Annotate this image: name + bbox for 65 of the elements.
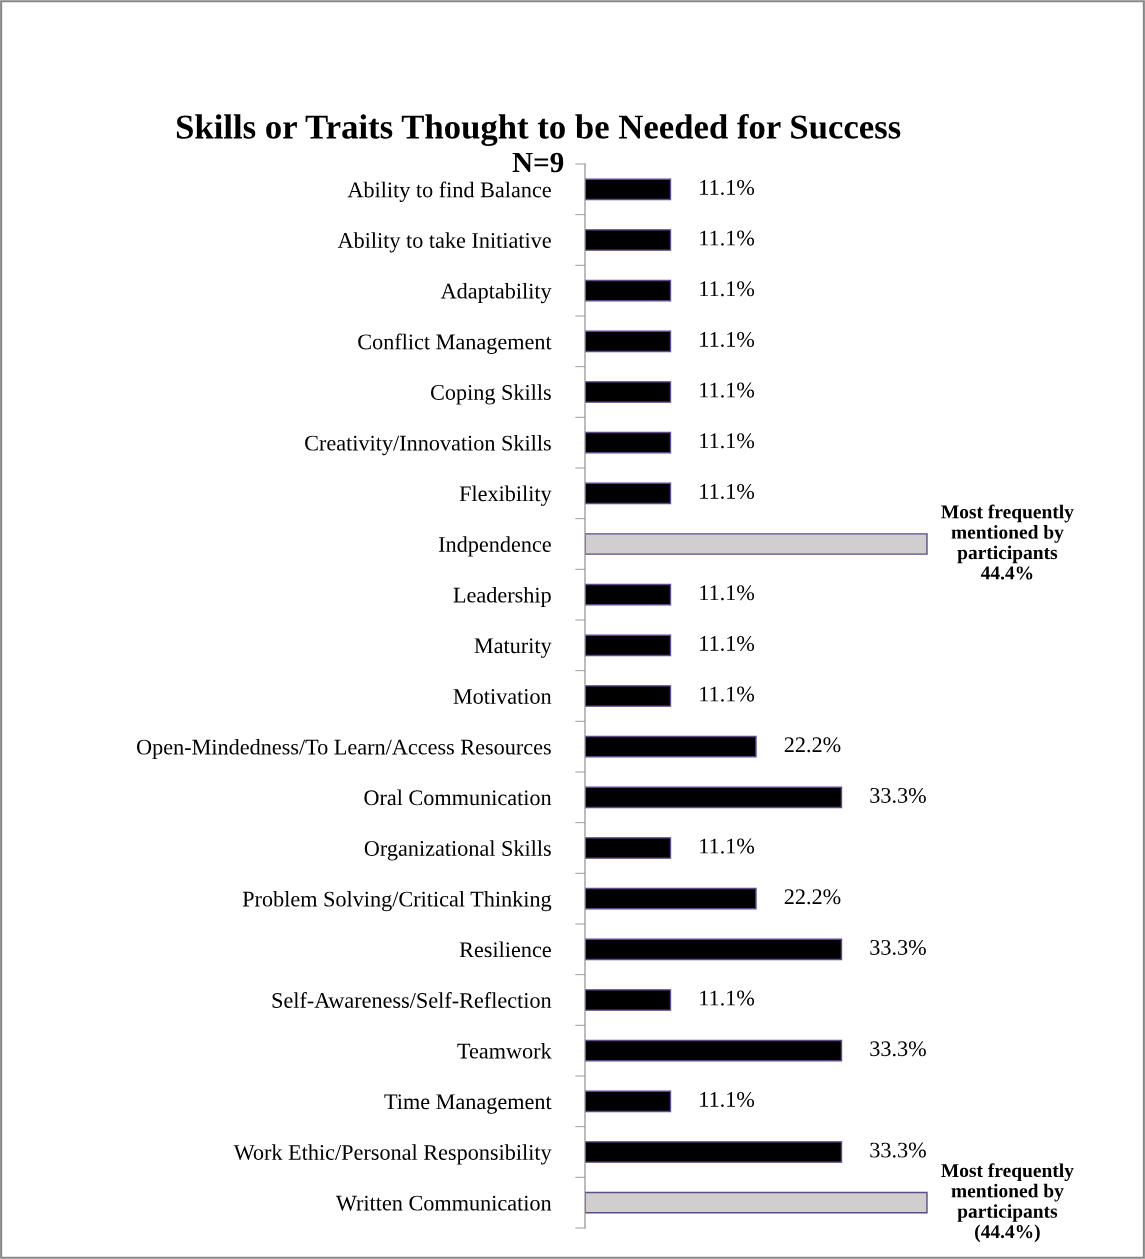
data-label: 11.1% <box>700 990 755 1006</box>
y-tick-label: Ability to find Balance <box>347 181 551 202</box>
data-label: 33.3% <box>870 787 926 803</box>
bar <box>585 735 757 758</box>
data-label: 11.1% <box>700 382 755 398</box>
chart-subtitle: N=9 <box>512 152 564 173</box>
data-label: 11.1% <box>700 1091 755 1107</box>
data-label: 11.1% <box>700 585 755 601</box>
bar <box>585 989 672 1011</box>
data-label: 22.2% <box>784 737 841 753</box>
y-tick-label: Indpendence <box>438 536 551 557</box>
bar <box>585 786 843 809</box>
y-tick-label: Open-Mindedness/To Learn/Access Resources <box>136 738 551 760</box>
y-tick-label: Time Management <box>384 1094 552 1114</box>
data-label: 11.1% <box>700 433 755 449</box>
data-label: 33.3% <box>870 939 926 955</box>
data-label: 33.3% <box>870 1142 926 1158</box>
data-label: Most frequently mentioned by participants (44.4%) <box>941 1163 1074 1243</box>
data-label: 11.1% <box>700 179 755 195</box>
y-tick-label: Problem Solving/Critical Thinking <box>242 890 552 912</box>
data-label: 11.1% <box>700 686 755 702</box>
chart-title: Skills or Traits Thought to be Needed for Success <box>176 113 901 147</box>
bar <box>585 634 672 657</box>
bar <box>585 229 672 251</box>
y-tick-label: Written Communication <box>335 1195 552 1211</box>
y-tick-label: Motivation <box>453 688 552 704</box>
bar <box>585 178 672 201</box>
bar <box>585 1141 843 1163</box>
data-label: 11.1% <box>700 838 755 854</box>
y-tick-label: Resilience <box>459 941 551 958</box>
y-tick-label: Maturity <box>474 638 552 658</box>
y-tick-label: Coping Skills <box>430 384 551 405</box>
data-label: 11.1% <box>700 635 755 651</box>
y-tick-label: Oral Communication <box>364 789 552 806</box>
y-tick-label: Organizational Skills <box>364 840 551 861</box>
bar <box>585 533 928 555</box>
y-tick-label: Conflict Management <box>358 333 552 354</box>
bar <box>585 1039 843 1062</box>
data-label: 11.1% <box>700 483 755 499</box>
bar <box>585 685 672 707</box>
bar <box>585 330 672 353</box>
y-tick-label: Teamwork <box>457 1042 552 1059</box>
y-tick-label: Self-Awareness/Self-Reflection <box>272 992 552 1008</box>
data-label: 11.1% <box>700 331 755 347</box>
bar <box>585 938 843 961</box>
bar <box>585 279 672 302</box>
y-tick-label: Creativity/Innovation Skills <box>305 434 551 456</box>
y-tick-label: Ability to take Initiative <box>337 232 551 253</box>
bar <box>585 1090 672 1113</box>
y-tick-label: Adaptability <box>440 282 552 304</box>
bar <box>585 431 672 454</box>
data-label: 22.2% <box>784 889 841 905</box>
data-label: 11.1% <box>700 281 755 297</box>
data-label: 11.1% <box>700 230 755 246</box>
y-tick-label: Flexibility <box>459 485 552 506</box>
y-tick-label: Leadership <box>453 586 551 608</box>
bar <box>585 583 672 606</box>
bar <box>585 837 672 859</box>
bar <box>585 1191 928 1214</box>
data-label: 33.3% <box>870 1041 926 1057</box>
bar <box>585 887 757 910</box>
bar <box>585 381 672 403</box>
data-label: Most frequently mentioned by participants 44.4% <box>941 504 1074 580</box>
y-tick-label: Work Ethic/Personal Responsibility <box>233 1144 552 1165</box>
bar <box>585 482 672 505</box>
